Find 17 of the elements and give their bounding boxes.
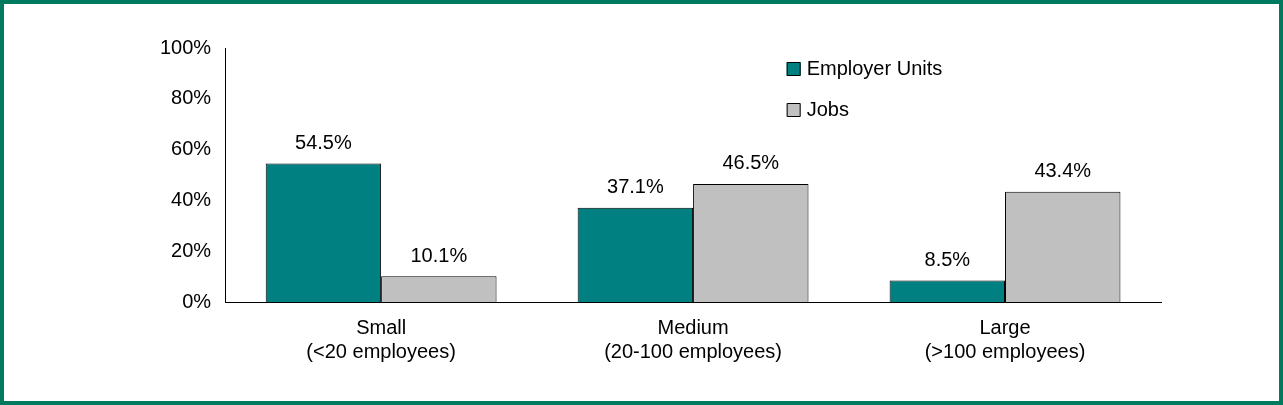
data-label: 46.5% <box>722 151 780 174</box>
y-tick-label: 40% <box>171 187 212 210</box>
data-label: 54.5% <box>295 131 352 154</box>
legend-label: Employer Units <box>806 56 943 79</box>
y-tick-label: 0% <box>182 289 212 312</box>
x-tick-label: Large (>100 employees) <box>924 315 1086 362</box>
data-label: 10.1% <box>410 243 468 266</box>
data-label: 37.1% <box>607 175 664 198</box>
x-tick-label: Small (<20 employees) <box>306 315 456 362</box>
x-tick-label: Medium (20-100 employees) <box>604 315 783 362</box>
y-tick-label: 100% <box>160 35 212 58</box>
y-tick-label: 60% <box>171 137 212 160</box>
y-tick-label: 80% <box>171 86 212 109</box>
data-label: 43.4% <box>1034 159 1092 182</box>
data-label: 8.5% <box>924 247 971 270</box>
legend-label: Jobs <box>806 97 849 120</box>
y-tick-label: 20% <box>171 238 212 261</box>
